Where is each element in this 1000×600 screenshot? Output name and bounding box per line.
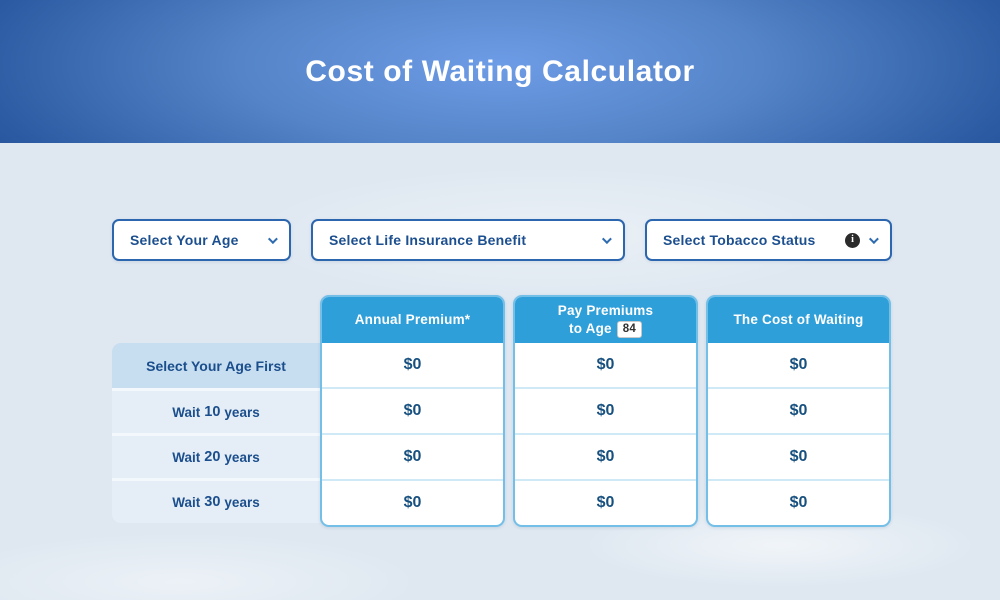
chevron-down-icon [868, 233, 879, 244]
row-label-select-age-first: Select Your Age First [112, 343, 320, 388]
select-benefit-label: Select Life Insurance Benefit [329, 232, 527, 248]
chevron-down-icon [601, 233, 612, 244]
pay-premiums-header: Pay Premiums to Age 84 [515, 297, 696, 343]
annual-premium-value-row4: $0 [322, 479, 503, 525]
pay-premiums-value-row1: $0 [596, 356, 615, 373]
dropdown-icons: i [845, 232, 879, 248]
row-label-number: 10 [204, 404, 221, 420]
column-title-line1: Pay Premiums [557, 302, 654, 318]
cost-of-waiting-value-row2: $0 [708, 387, 889, 433]
select-benefit-dropdown[interactable]: Select Life Insurance Benefit [311, 219, 625, 261]
select-age-label: Select Your Age [130, 232, 239, 248]
cost-of-waiting-column: The Cost of Waiting $0 $0 $0 $0 [706, 295, 891, 527]
row-label-wait-20: Wait 20 years [112, 433, 320, 478]
annual-premium-value-row2: $0 [322, 387, 503, 433]
select-age-dropdown[interactable]: Select Your Age [112, 219, 291, 261]
chevron-down-icon [267, 233, 278, 244]
calculator-body: Select Your Age Select Life Insurance Be… [0, 143, 1000, 600]
row-label-text: Select Your Age First [146, 357, 286, 374]
select-tobacco-label: Select Tobacco Status [663, 232, 816, 248]
row-label-suffix: years [224, 404, 260, 420]
annual-premium-header: Annual Premium* [322, 297, 503, 343]
column-title-line2: to Age [569, 321, 612, 336]
cost-of-waiting-value-row3: $0 [708, 433, 889, 479]
row-label-number: 30 [204, 494, 221, 510]
annual-premium-value-row1: $0 [403, 356, 422, 373]
row-label-number: 20 [204, 449, 221, 465]
info-icon[interactable]: i [845, 232, 860, 248]
column-title: Annual Premium* [354, 311, 471, 327]
results-table: Select Your Age First Wait 10 years Wait… [112, 295, 891, 527]
row-label-prefix: Wait [172, 404, 201, 420]
cost-of-waiting-value-row1: $0 [789, 356, 808, 373]
dropdown-icons [267, 233, 278, 244]
row-label-prefix: Wait [172, 449, 201, 465]
cost-of-waiting-header: The Cost of Waiting [708, 297, 889, 343]
pay-premiums-value-row3: $0 [515, 433, 696, 479]
age-value-badge: 84 [616, 320, 642, 338]
row-label-wait-30: Wait 30 years [112, 478, 320, 523]
dropdown-icons [601, 233, 612, 244]
filter-bar: Select Your Age Select Life Insurance Be… [112, 219, 892, 261]
annual-premium-value-row3: $0 [322, 433, 503, 479]
select-tobacco-dropdown[interactable]: Select Tobacco Status i [645, 219, 892, 261]
pay-premiums-value-row2: $0 [515, 387, 696, 433]
page-title: Cost of Waiting Calculator [305, 54, 695, 88]
annual-premium-column: Annual Premium* $0 $0 $0 $0 [320, 295, 505, 527]
header-banner: Cost of Waiting Calculator [0, 0, 1000, 143]
row-label-wait-10: Wait 10 years [112, 388, 320, 433]
row-label-suffix: years [224, 494, 260, 510]
row-labels-column: Select Your Age First Wait 10 years Wait… [112, 343, 320, 523]
pay-premiums-value-row4: $0 [515, 479, 696, 525]
row-label-suffix: years [224, 449, 260, 465]
pay-premiums-column: Pay Premiums to Age 84 $0 $0 $0 $0 [513, 295, 698, 527]
column-title: The Cost of Waiting [733, 311, 864, 327]
cost-of-waiting-value-row4: $0 [708, 479, 889, 525]
column-title-line2-wrap: to Age 84 [569, 320, 642, 338]
row-label-prefix: Wait [172, 494, 201, 510]
